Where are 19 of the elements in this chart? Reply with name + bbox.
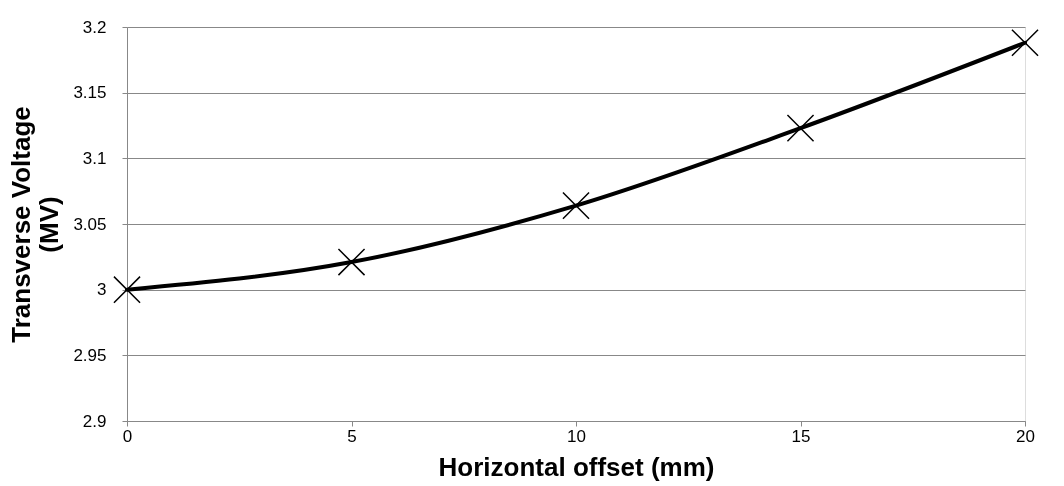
x-tick-label: 0 [122,426,133,446]
point [562,191,590,220]
point [113,275,141,304]
x-tick-label: 5 [347,426,357,446]
y-axis-title: Transverse Voltage (MV) [6,106,65,343]
x-tick-label: 10 [567,426,586,446]
y-tick-label: 3 [97,280,107,300]
y-tick-label: 3.15 [73,83,107,103]
y-tick-label: 2.95 [73,345,107,365]
x-axis-title: Horizontal offset (mm) [438,451,715,482]
y-tick-label: 2.9 [82,411,107,431]
y-tick-label: 3.1 [82,148,107,168]
point [337,248,366,276]
y-tick-label: 3.2 [82,17,107,37]
x-tick-label: 20 [1016,426,1035,446]
x-tick-label: 15 [791,426,811,446]
point [1011,28,1039,57]
point [786,114,815,142]
y-tick-label: 3.05 [73,214,107,234]
